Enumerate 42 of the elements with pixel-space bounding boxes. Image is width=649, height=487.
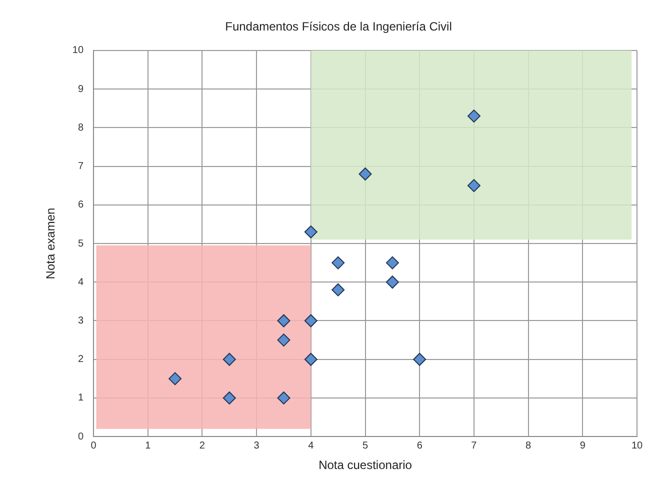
point <box>386 256 399 270</box>
y-tick-label: 3 <box>78 315 84 326</box>
point <box>332 283 345 296</box>
y-tick-label: 8 <box>78 122 84 134</box>
point <box>277 314 290 328</box>
x-tick-label: 2 <box>199 440 206 452</box>
point <box>467 179 480 192</box>
y-tick-label: 2 <box>78 354 84 366</box>
point <box>413 352 426 366</box>
x-tick-label: 4 <box>308 440 314 452</box>
y-tick-label: 0 <box>78 431 84 442</box>
x-tick-label: 7 <box>471 440 478 452</box>
y-tick-label: 5 <box>78 238 84 250</box>
x-axis-title: Nota cuestionario <box>318 458 412 472</box>
x-tick-label: 6 <box>416 440 423 452</box>
x-tick-label: 8 <box>526 440 532 452</box>
x-tick-label: 1 <box>145 440 152 452</box>
point <box>304 225 318 238</box>
x-tick-label: 5 <box>362 440 368 452</box>
point <box>332 256 345 270</box>
point <box>467 110 480 123</box>
point <box>222 391 236 404</box>
x-tick-label: 10 <box>631 440 643 452</box>
y-tick-label: 6 <box>78 200 84 211</box>
point <box>277 391 290 404</box>
y-axis-title: Nota examen <box>44 208 58 280</box>
point <box>168 372 182 386</box>
x-tick-label: 9 <box>580 440 586 452</box>
y-tick-label: 1 <box>78 392 84 404</box>
point <box>304 352 318 366</box>
point <box>386 276 399 289</box>
x-tick-label: 0 <box>90 440 97 452</box>
y-tick-label: 7 <box>78 161 84 172</box>
chart-title: Fundamentos Físicos de la Ingeniería Civil <box>225 20 452 34</box>
point <box>222 352 236 366</box>
point <box>304 314 318 328</box>
y-tick-label: 10 <box>72 45 84 56</box>
point <box>277 334 290 347</box>
y-tick-label: 4 <box>78 276 84 288</box>
x-tick-label: 3 <box>254 440 260 452</box>
point <box>358 167 372 180</box>
y-tick-label: 9 <box>78 84 84 95</box>
